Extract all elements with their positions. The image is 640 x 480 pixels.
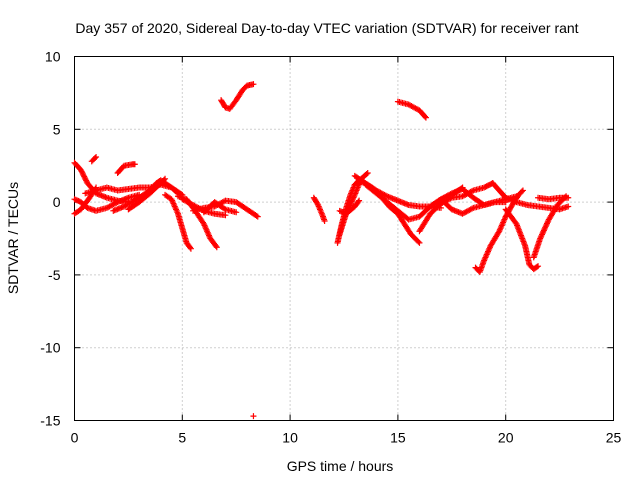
data-point xyxy=(542,224,549,231)
data-point xyxy=(348,199,355,206)
data-point xyxy=(233,209,240,216)
x-tick-label: 20 xyxy=(498,430,514,446)
data-point xyxy=(213,244,220,251)
axis-ticks xyxy=(74,56,614,421)
data-point xyxy=(349,197,356,204)
data-point xyxy=(422,113,429,120)
data-point xyxy=(349,195,356,202)
data-point xyxy=(79,169,86,176)
y-tick-label: -5 xyxy=(48,267,61,283)
data-point xyxy=(91,155,98,162)
data-point xyxy=(77,167,84,174)
data-point xyxy=(79,170,86,177)
data-point xyxy=(542,223,549,230)
data-point xyxy=(250,413,257,420)
data-point xyxy=(113,199,120,206)
data-point xyxy=(416,239,423,246)
y-tick-labels: -15 -10 -5 0 5 10 xyxy=(40,49,60,429)
x-tick-label: 15 xyxy=(390,430,406,446)
data-point xyxy=(382,192,389,199)
data-point xyxy=(131,161,138,168)
data-point xyxy=(355,198,362,205)
data-point xyxy=(519,187,526,194)
data-point xyxy=(356,197,363,204)
data-point xyxy=(540,227,547,234)
data-point xyxy=(350,194,357,201)
data-point xyxy=(346,202,353,209)
plot-frame xyxy=(74,56,614,421)
data-point xyxy=(314,200,321,207)
y-tick-label: -10 xyxy=(40,340,60,356)
data-point xyxy=(250,81,257,88)
data-point xyxy=(538,232,545,239)
data-point xyxy=(469,188,476,195)
data-point xyxy=(422,114,429,121)
y-tick-label: 5 xyxy=(53,121,61,137)
data-point xyxy=(544,219,551,226)
data-point xyxy=(415,238,422,245)
data-point xyxy=(187,245,194,252)
data-point xyxy=(541,226,548,233)
data-point xyxy=(537,235,544,242)
data-point xyxy=(162,175,169,182)
data-point xyxy=(173,189,180,196)
data-point xyxy=(254,213,261,220)
data-point xyxy=(535,263,542,270)
data-point xyxy=(80,172,87,179)
data-point xyxy=(543,220,550,227)
data-point xyxy=(363,170,370,177)
data-point xyxy=(348,198,355,205)
data-point xyxy=(347,201,354,208)
data-point xyxy=(469,205,476,212)
y-tick-label: 10 xyxy=(45,49,61,65)
x-tick-label: 25 xyxy=(606,430,622,446)
data-point xyxy=(351,193,358,200)
data-point xyxy=(537,234,544,241)
x-tick-label: 10 xyxy=(282,430,298,446)
data-point xyxy=(81,173,88,180)
data-point xyxy=(93,153,100,160)
chart-title: Day 357 of 2020, Sidereal Day-to-day VTE… xyxy=(75,20,578,36)
x-tick-labels: 0 5 10 15 20 25 xyxy=(71,430,622,446)
data-point xyxy=(543,221,550,228)
data-points xyxy=(71,81,572,420)
x-axis-label: GPS time / hours xyxy=(287,458,394,474)
data-point xyxy=(222,212,229,219)
grid xyxy=(74,56,614,421)
data-point xyxy=(447,191,454,198)
data-point xyxy=(539,231,546,238)
data-point xyxy=(321,218,328,225)
data-point xyxy=(518,188,525,195)
data-point xyxy=(81,174,88,181)
y-tick-label: -15 xyxy=(40,413,60,429)
data-point xyxy=(565,203,572,210)
data-point xyxy=(82,176,89,183)
data-point xyxy=(187,244,194,251)
data-point xyxy=(540,228,547,235)
data-point xyxy=(364,169,371,176)
data-point xyxy=(533,263,540,270)
data-point xyxy=(78,168,85,175)
x-tick-label: 0 xyxy=(71,430,79,446)
data-point xyxy=(253,212,260,219)
data-point xyxy=(212,242,219,249)
y-axis-label: SDTVAR / TECUs xyxy=(5,182,21,294)
data-point xyxy=(221,205,228,212)
data-point xyxy=(539,230,546,237)
data-point xyxy=(160,176,167,183)
data-point xyxy=(565,194,572,201)
y-tick-label: 0 xyxy=(53,194,61,210)
data-point xyxy=(83,177,90,184)
x-tick-label: 5 xyxy=(178,430,186,446)
